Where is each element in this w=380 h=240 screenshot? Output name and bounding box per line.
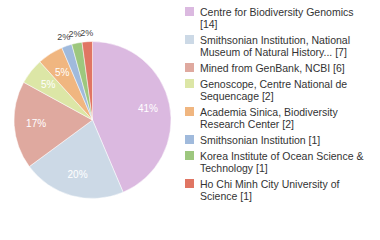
html-text:Korea Institute of Ocean Scien: Korea Institute of Ocean Science & Techn… — [200, 150, 364, 174]
html-text:Genoscope, Centre National de: Genoscope, Centre National de Sequencage… — [200, 78, 348, 102]
html-text:Academia Sinica, Biodiversity: Academia Sinica, Biodiversity Research C… — [200, 106, 338, 130]
svg-text:2%: 2% — [80, 28, 93, 38]
svg-text:17%: 17% — [26, 118, 46, 129]
svg-text:5%: 5% — [55, 67, 70, 78]
svg-text:2%: 2% — [57, 32, 71, 43]
html-text:Centre for Biodiversity Genomi: Centre for Biodiversity Genomics [14] — [200, 6, 354, 30]
html-text:Smithsonian Institution [1]: Smithsonian Institution [1] — [200, 134, 321, 146]
svg-text:5%: 5% — [41, 79, 56, 90]
svg-text:20%: 20% — [68, 169, 88, 180]
html-text:Mined from GenBank, NCBI [6]: Mined from GenBank, NCBI [6] — [200, 62, 345, 74]
svg-text:2%: 2% — [68, 29, 82, 40]
svg-text:41%: 41% — [138, 103, 158, 114]
html-text:Smithsonian Institution, Natio: Smithsonian Institution, National Museum… — [200, 34, 350, 58]
html-text:Ho Chi Minh City University of: Ho Chi Minh City University of Science [… — [200, 178, 340, 202]
